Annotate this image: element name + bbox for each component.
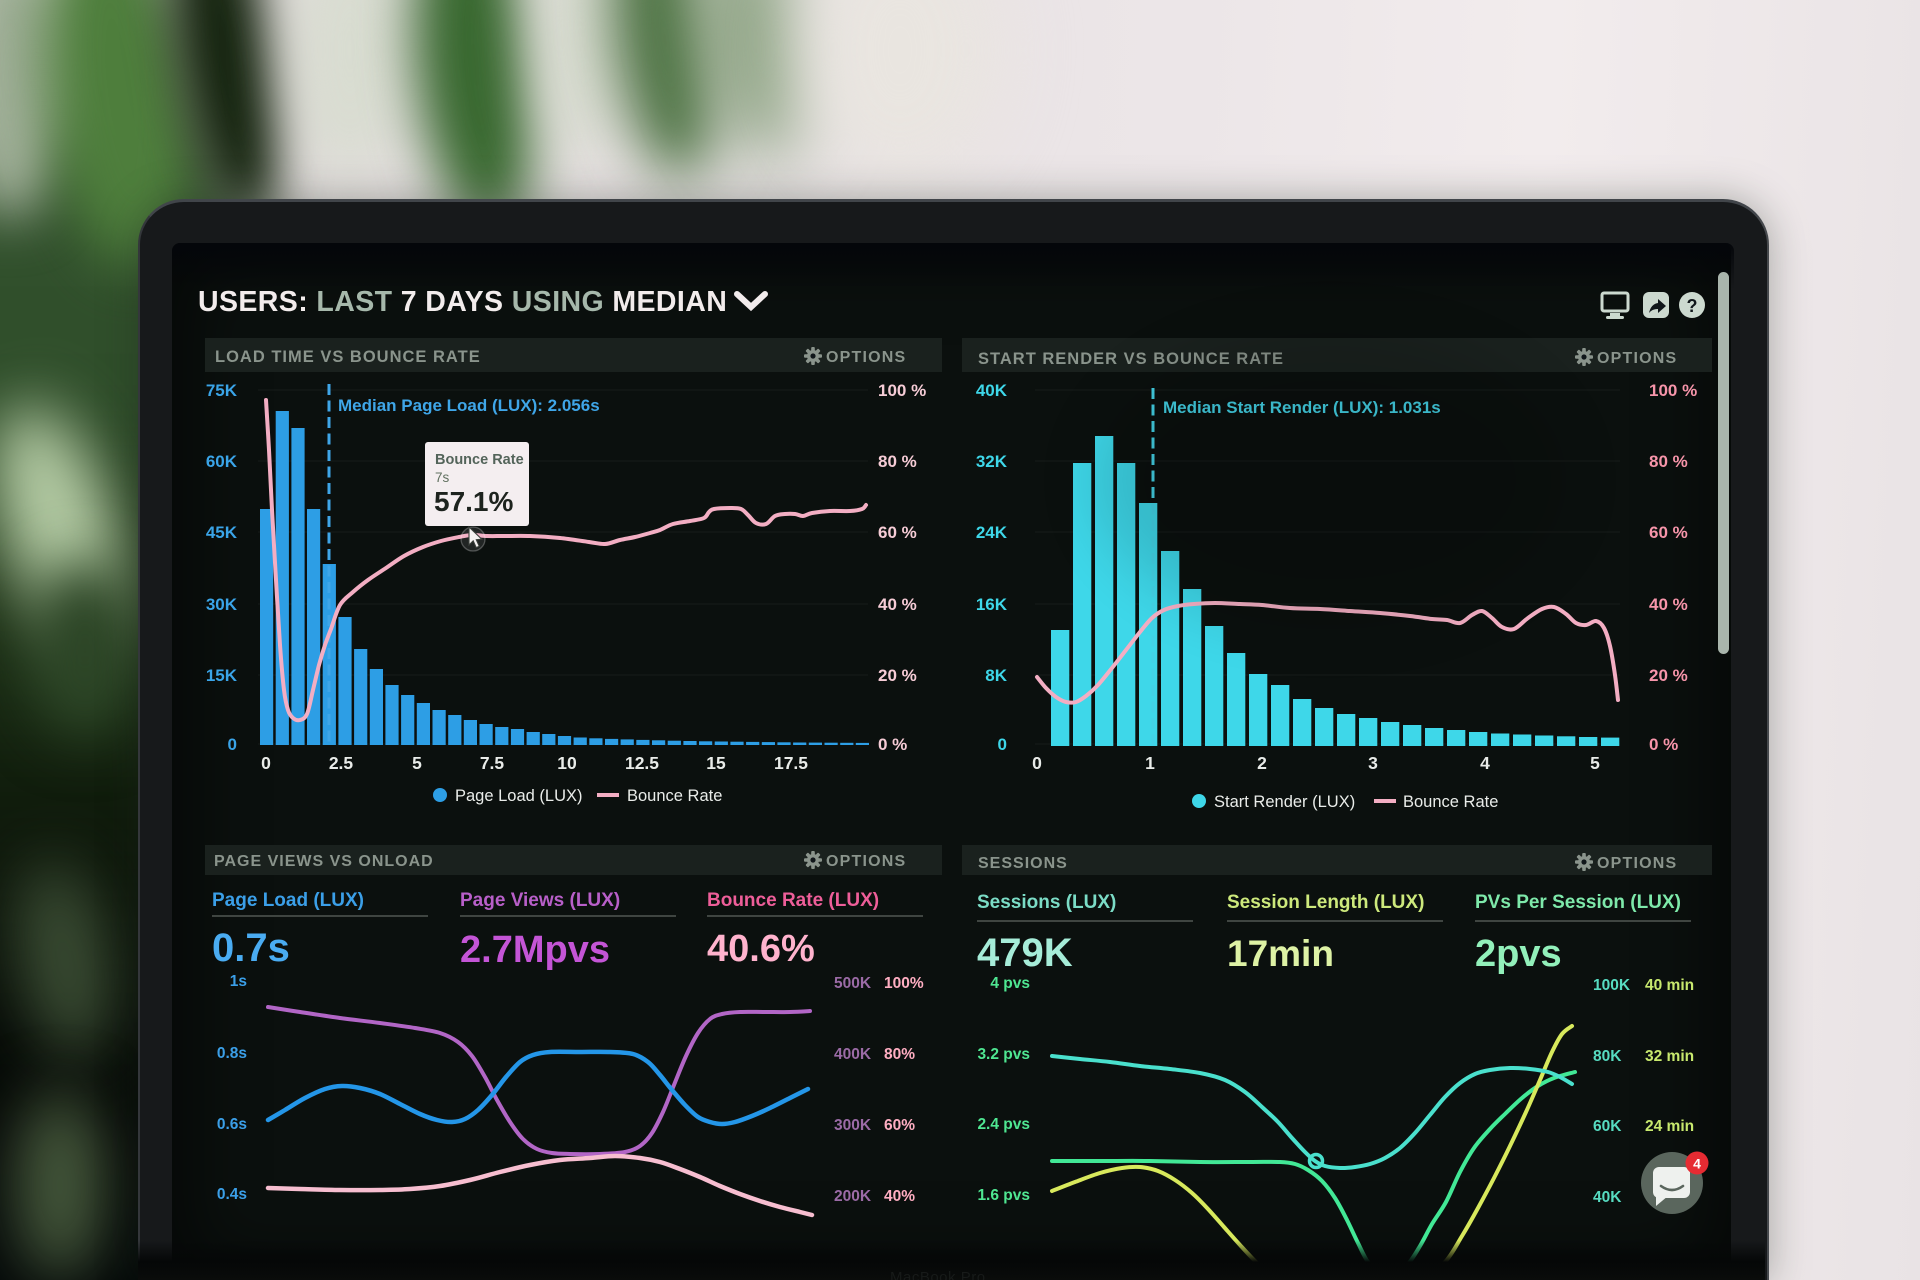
svg-text:0.6s: 0.6s bbox=[217, 1116, 247, 1133]
svg-text:60%: 60% bbox=[884, 1117, 915, 1134]
svg-text:4: 4 bbox=[1693, 1156, 1701, 1172]
svg-text:200K: 200K bbox=[834, 1188, 872, 1205]
svg-text:Bounce Rate: Bounce Rate bbox=[435, 452, 524, 468]
svg-text:32 min: 32 min bbox=[1645, 1048, 1694, 1065]
svg-text:0: 0 bbox=[998, 735, 1007, 754]
svg-text:Start Render (LUX): Start Render (LUX) bbox=[1214, 793, 1355, 811]
svg-text:OPTIONS: OPTIONS bbox=[1597, 350, 1677, 367]
svg-text:10: 10 bbox=[557, 753, 577, 773]
svg-text:15: 15 bbox=[706, 753, 726, 773]
svg-text:0 %: 0 % bbox=[878, 735, 907, 754]
svg-text:4: 4 bbox=[1480, 753, 1490, 773]
svg-text:20 %: 20 % bbox=[878, 666, 917, 685]
svg-text:OPTIONS: OPTIONS bbox=[1597, 855, 1677, 872]
svg-text:2pvs: 2pvs bbox=[1475, 933, 1562, 975]
svg-text:60 %: 60 % bbox=[1649, 523, 1688, 542]
svg-text:Bounce Rate (LUX): Bounce Rate (LUX) bbox=[707, 890, 879, 911]
svg-text:24 min: 24 min bbox=[1645, 1118, 1694, 1135]
svg-text:12.5: 12.5 bbox=[625, 753, 659, 773]
svg-text:0 %: 0 % bbox=[1649, 735, 1678, 754]
svg-text:16K: 16K bbox=[976, 595, 1008, 614]
svg-text:60K: 60K bbox=[206, 452, 238, 471]
svg-text:1.6 pvs: 1.6 pvs bbox=[977, 1187, 1030, 1204]
svg-text:20 %: 20 % bbox=[1649, 666, 1688, 685]
svg-text:Page Load (LUX): Page Load (LUX) bbox=[212, 890, 364, 911]
svg-text:2.7Mpvs: 2.7Mpvs bbox=[460, 929, 610, 971]
svg-text:0.7s: 0.7s bbox=[212, 926, 290, 970]
svg-text:40 %: 40 % bbox=[1649, 595, 1688, 614]
svg-text:SESSIONS: SESSIONS bbox=[978, 855, 1068, 872]
svg-text:100 %: 100 % bbox=[1649, 381, 1697, 400]
svg-text:4 pvs: 4 pvs bbox=[990, 975, 1030, 992]
svg-text:45K: 45K bbox=[206, 523, 238, 542]
svg-text:100 %: 100 % bbox=[878, 381, 926, 400]
svg-text:0: 0 bbox=[1032, 753, 1042, 773]
svg-text:500K: 500K bbox=[834, 975, 872, 992]
svg-text:3.2 pvs: 3.2 pvs bbox=[977, 1046, 1030, 1063]
svg-text:2: 2 bbox=[1257, 753, 1267, 773]
svg-text:Page Load (LUX): Page Load (LUX) bbox=[455, 787, 583, 805]
svg-text:PVs Per Session (LUX): PVs Per Session (LUX) bbox=[1475, 892, 1681, 913]
svg-text:40%: 40% bbox=[884, 1188, 915, 1205]
svg-text:1s: 1s bbox=[230, 973, 247, 990]
svg-text:2.4 pvs: 2.4 pvs bbox=[977, 1116, 1030, 1133]
svg-text:Page Views (LUX): Page Views (LUX) bbox=[460, 890, 620, 911]
svg-text:100%: 100% bbox=[884, 975, 924, 992]
svg-text:0: 0 bbox=[228, 735, 237, 754]
svg-text:40 %: 40 % bbox=[878, 595, 917, 614]
svg-text:OPTIONS: OPTIONS bbox=[826, 853, 906, 870]
svg-text:8K: 8K bbox=[985, 666, 1007, 685]
svg-text:1: 1 bbox=[1145, 753, 1155, 773]
svg-text:5: 5 bbox=[412, 753, 422, 773]
svg-text:75K: 75K bbox=[206, 381, 238, 400]
svg-text:40.6%: 40.6% bbox=[707, 928, 815, 970]
svg-text:7.5: 7.5 bbox=[480, 753, 505, 773]
svg-text:Median Page Load (LUX): 2.056s: Median Page Load (LUX): 2.056s bbox=[338, 396, 600, 415]
svg-text:5: 5 bbox=[1590, 753, 1600, 773]
svg-text:17min: 17min bbox=[1227, 933, 1334, 974]
svg-text:0: 0 bbox=[261, 753, 271, 773]
svg-text:17.5: 17.5 bbox=[774, 753, 808, 773]
svg-text:?: ? bbox=[1687, 296, 1698, 316]
svg-text:57.1%: 57.1% bbox=[434, 486, 513, 517]
svg-text:15K: 15K bbox=[206, 666, 238, 685]
svg-text:40K: 40K bbox=[976, 381, 1008, 400]
svg-text:24K: 24K bbox=[976, 523, 1008, 542]
svg-text:479K: 479K bbox=[977, 931, 1073, 975]
svg-text:Sessions (LUX): Sessions (LUX) bbox=[977, 892, 1116, 913]
svg-text:40K: 40K bbox=[1593, 1189, 1622, 1206]
svg-text:Bounce Rate: Bounce Rate bbox=[1403, 793, 1498, 811]
svg-text:PAGE VIEWS VS ONLOAD: PAGE VIEWS VS ONLOAD bbox=[214, 853, 434, 870]
svg-text:0.4s: 0.4s bbox=[217, 1186, 247, 1203]
svg-text:OPTIONS: OPTIONS bbox=[826, 349, 906, 366]
svg-text:LOAD TIME VS BOUNCE RATE: LOAD TIME VS BOUNCE RATE bbox=[215, 348, 481, 366]
svg-text:80%: 80% bbox=[884, 1046, 915, 1063]
svg-text:60 %: 60 % bbox=[878, 523, 917, 542]
svg-text:300K: 300K bbox=[834, 1117, 872, 1134]
svg-text:3: 3 bbox=[1368, 753, 1378, 773]
svg-text:60K: 60K bbox=[1593, 1118, 1622, 1135]
svg-text:0.8s: 0.8s bbox=[217, 1045, 247, 1062]
svg-text:80 %: 80 % bbox=[1649, 452, 1688, 471]
svg-text:Session Length (LUX): Session Length (LUX) bbox=[1227, 892, 1424, 913]
svg-text:30K: 30K bbox=[206, 595, 238, 614]
svg-text:Bounce Rate: Bounce Rate bbox=[627, 787, 722, 805]
svg-text:40 min: 40 min bbox=[1645, 977, 1694, 994]
svg-text:80 %: 80 % bbox=[878, 452, 917, 471]
svg-text:32K: 32K bbox=[976, 452, 1008, 471]
svg-text:2.5: 2.5 bbox=[329, 753, 354, 773]
svg-text:400K: 400K bbox=[834, 1046, 872, 1063]
svg-text:7s: 7s bbox=[435, 470, 450, 485]
svg-text:100K: 100K bbox=[1593, 977, 1631, 994]
svg-text:80K: 80K bbox=[1593, 1048, 1622, 1065]
